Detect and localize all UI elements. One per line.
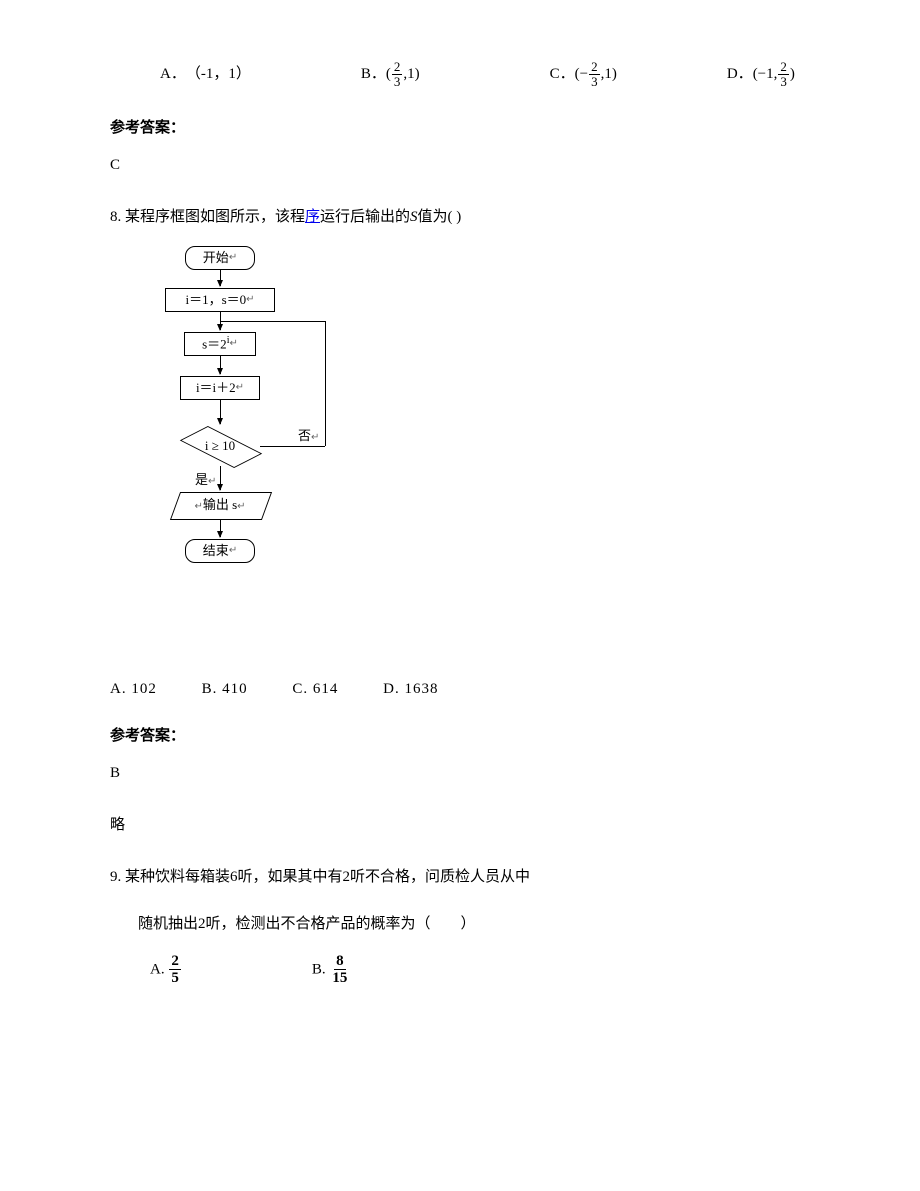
option-c-prefix: C． [550,61,575,88]
q8-note: 略 [110,812,810,839]
q8-option-a: A. 102 [110,681,157,697]
fc-line [325,321,326,446]
option-c: C． (−23,1) [550,60,617,90]
fc-cond: i ≥ 10 [180,426,260,466]
q8-answer: B [110,760,810,787]
fc-output: ↵输出 s↵ [175,492,265,518]
fc-step2: i＝i＋2↵ [180,376,260,400]
fc-end: 结束↵ [185,539,255,563]
q8-options: A. 102 B. 410 C. 614 D. 1638 [110,676,810,703]
q8-link[interactable]: 序 [305,209,320,225]
fc-arrow [220,356,221,374]
q8-option-d: D. 1638 [383,681,438,697]
fc-line [220,321,325,322]
q8-number: 8. [110,209,121,225]
option-d: D． (−1,23) [727,60,795,90]
q9-line1: 9. 某种饮料每箱装6听，如果其中有2听不合格，问质检人员从中 [110,864,810,891]
q8-answer-label: 参考答案： [110,723,810,750]
q8-option-c: C. 614 [292,681,338,697]
option-b: B． (23,1) [361,60,420,90]
flowchart: 开始↵ i＝1，s＝0↵ s＝2i↵ i＝i＋2↵ i ≥ 10 否↵ 是↵ ↵… [140,246,360,646]
fc-start: 开始↵ [185,246,255,270]
q7-answer: C [110,152,810,179]
q8-text: 8. 某程序框图如图所示，该程序运行后输出的S值为( ) [110,204,810,231]
option-a-text: （-1，1） [186,61,251,88]
option-c-expr: (−23,1) [575,60,617,90]
q9-line2: 随机抽出2听，检测出不合格产品的概率为（ ） [138,911,810,938]
q9-option-b: B. 815 [312,953,351,987]
option-a: A． （-1，1） [160,61,251,88]
fc-yes-label: 是↵ [195,468,216,491]
q9-options: A. 25 B. 815 [150,953,810,987]
q7-options: A． （-1，1） B． (23,1) C． (−23,1) D． (−1,23… [160,60,810,90]
fc-arrow [220,519,221,537]
fc-arrow [220,270,221,286]
fc-arrow [220,400,221,424]
fc-init: i＝1，s＝0↵ [165,288,275,312]
fc-arrow [220,466,221,490]
option-a-prefix: A． [160,61,186,88]
q7-answer-label: 参考答案： [110,115,810,142]
option-d-prefix: D． [727,61,753,88]
option-b-expr: (23,1) [386,60,420,90]
q9-option-a: A. 25 [150,953,182,987]
fc-no-label: 否↵ [298,424,319,447]
q9-number: 9. [110,869,121,885]
option-d-expr: (−1,23) [753,60,795,90]
option-b-prefix: B． [361,61,386,88]
q8-option-b: B. 410 [202,681,248,697]
fc-step1: s＝2i↵ [184,332,256,356]
